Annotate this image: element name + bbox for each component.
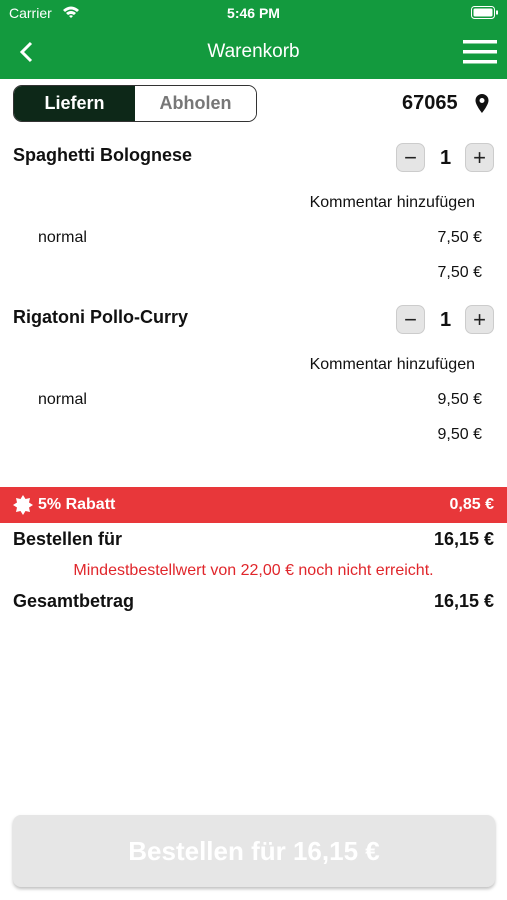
discount-bar: 5% Rabatt 0,85 € [0, 487, 507, 523]
item-option: normal [38, 391, 87, 408]
minimum-warning: Mindestbestellwert von 22,00 € noch nich… [73, 562, 434, 579]
decrease-button[interactable]: − [396, 305, 425, 334]
option-price: 7,50 € [437, 229, 482, 246]
total-label: Gesamtbetrag [13, 591, 135, 611]
increase-button[interactable]: + [465, 143, 494, 172]
item-name: Spaghetti Bolognese [13, 145, 193, 165]
add-comment[interactable]: Kommentar hinzufügen [309, 194, 475, 211]
wifi-icon [63, 6, 79, 18]
clock: 5:46 PM [227, 5, 280, 21]
item-total: 7,50 € [437, 264, 482, 281]
add-comment[interactable]: Kommentar hinzufügen [309, 356, 475, 373]
discount-label: 5% Rabatt [38, 496, 116, 513]
delivery-tabs: Liefern Abholen [13, 85, 257, 122]
order-button[interactable]: Bestellen für 16,15 € [13, 815, 495, 887]
increase-button[interactable]: + [465, 305, 494, 334]
decrease-button[interactable]: − [396, 143, 425, 172]
nav-bar: Warenkorb [0, 26, 507, 79]
carrier: Carrier [9, 5, 52, 21]
item-quantity: 1 [440, 309, 452, 331]
back-button[interactable] [18, 40, 36, 64]
discount-icon [13, 495, 33, 515]
postal-code[interactable]: 67065 [402, 92, 458, 114]
battery-icon [471, 6, 498, 19]
nav-title: Warenkorb [207, 41, 300, 62]
order-for-label: Bestellen für [13, 529, 123, 549]
total-amount: 16,15 € [433, 591, 494, 611]
item-total: 9,50 € [437, 426, 482, 443]
item-quantity: 1 [440, 147, 452, 169]
location-icon [475, 94, 489, 113]
option-price: 9,50 € [437, 391, 482, 408]
tab-liefern[interactable]: Liefern [14, 86, 135, 121]
menu-button[interactable] [463, 40, 497, 66]
item-option: normal [38, 229, 87, 246]
order-for-amount: 16,15 € [433, 529, 494, 549]
item-name: Rigatoni Pollo-Curry [13, 307, 188, 327]
status-bar: Carrier 5:46 PM [0, 0, 507, 26]
tab-abholen[interactable]: Abholen [135, 86, 256, 121]
discount-amount: 0,85 € [449, 496, 494, 513]
